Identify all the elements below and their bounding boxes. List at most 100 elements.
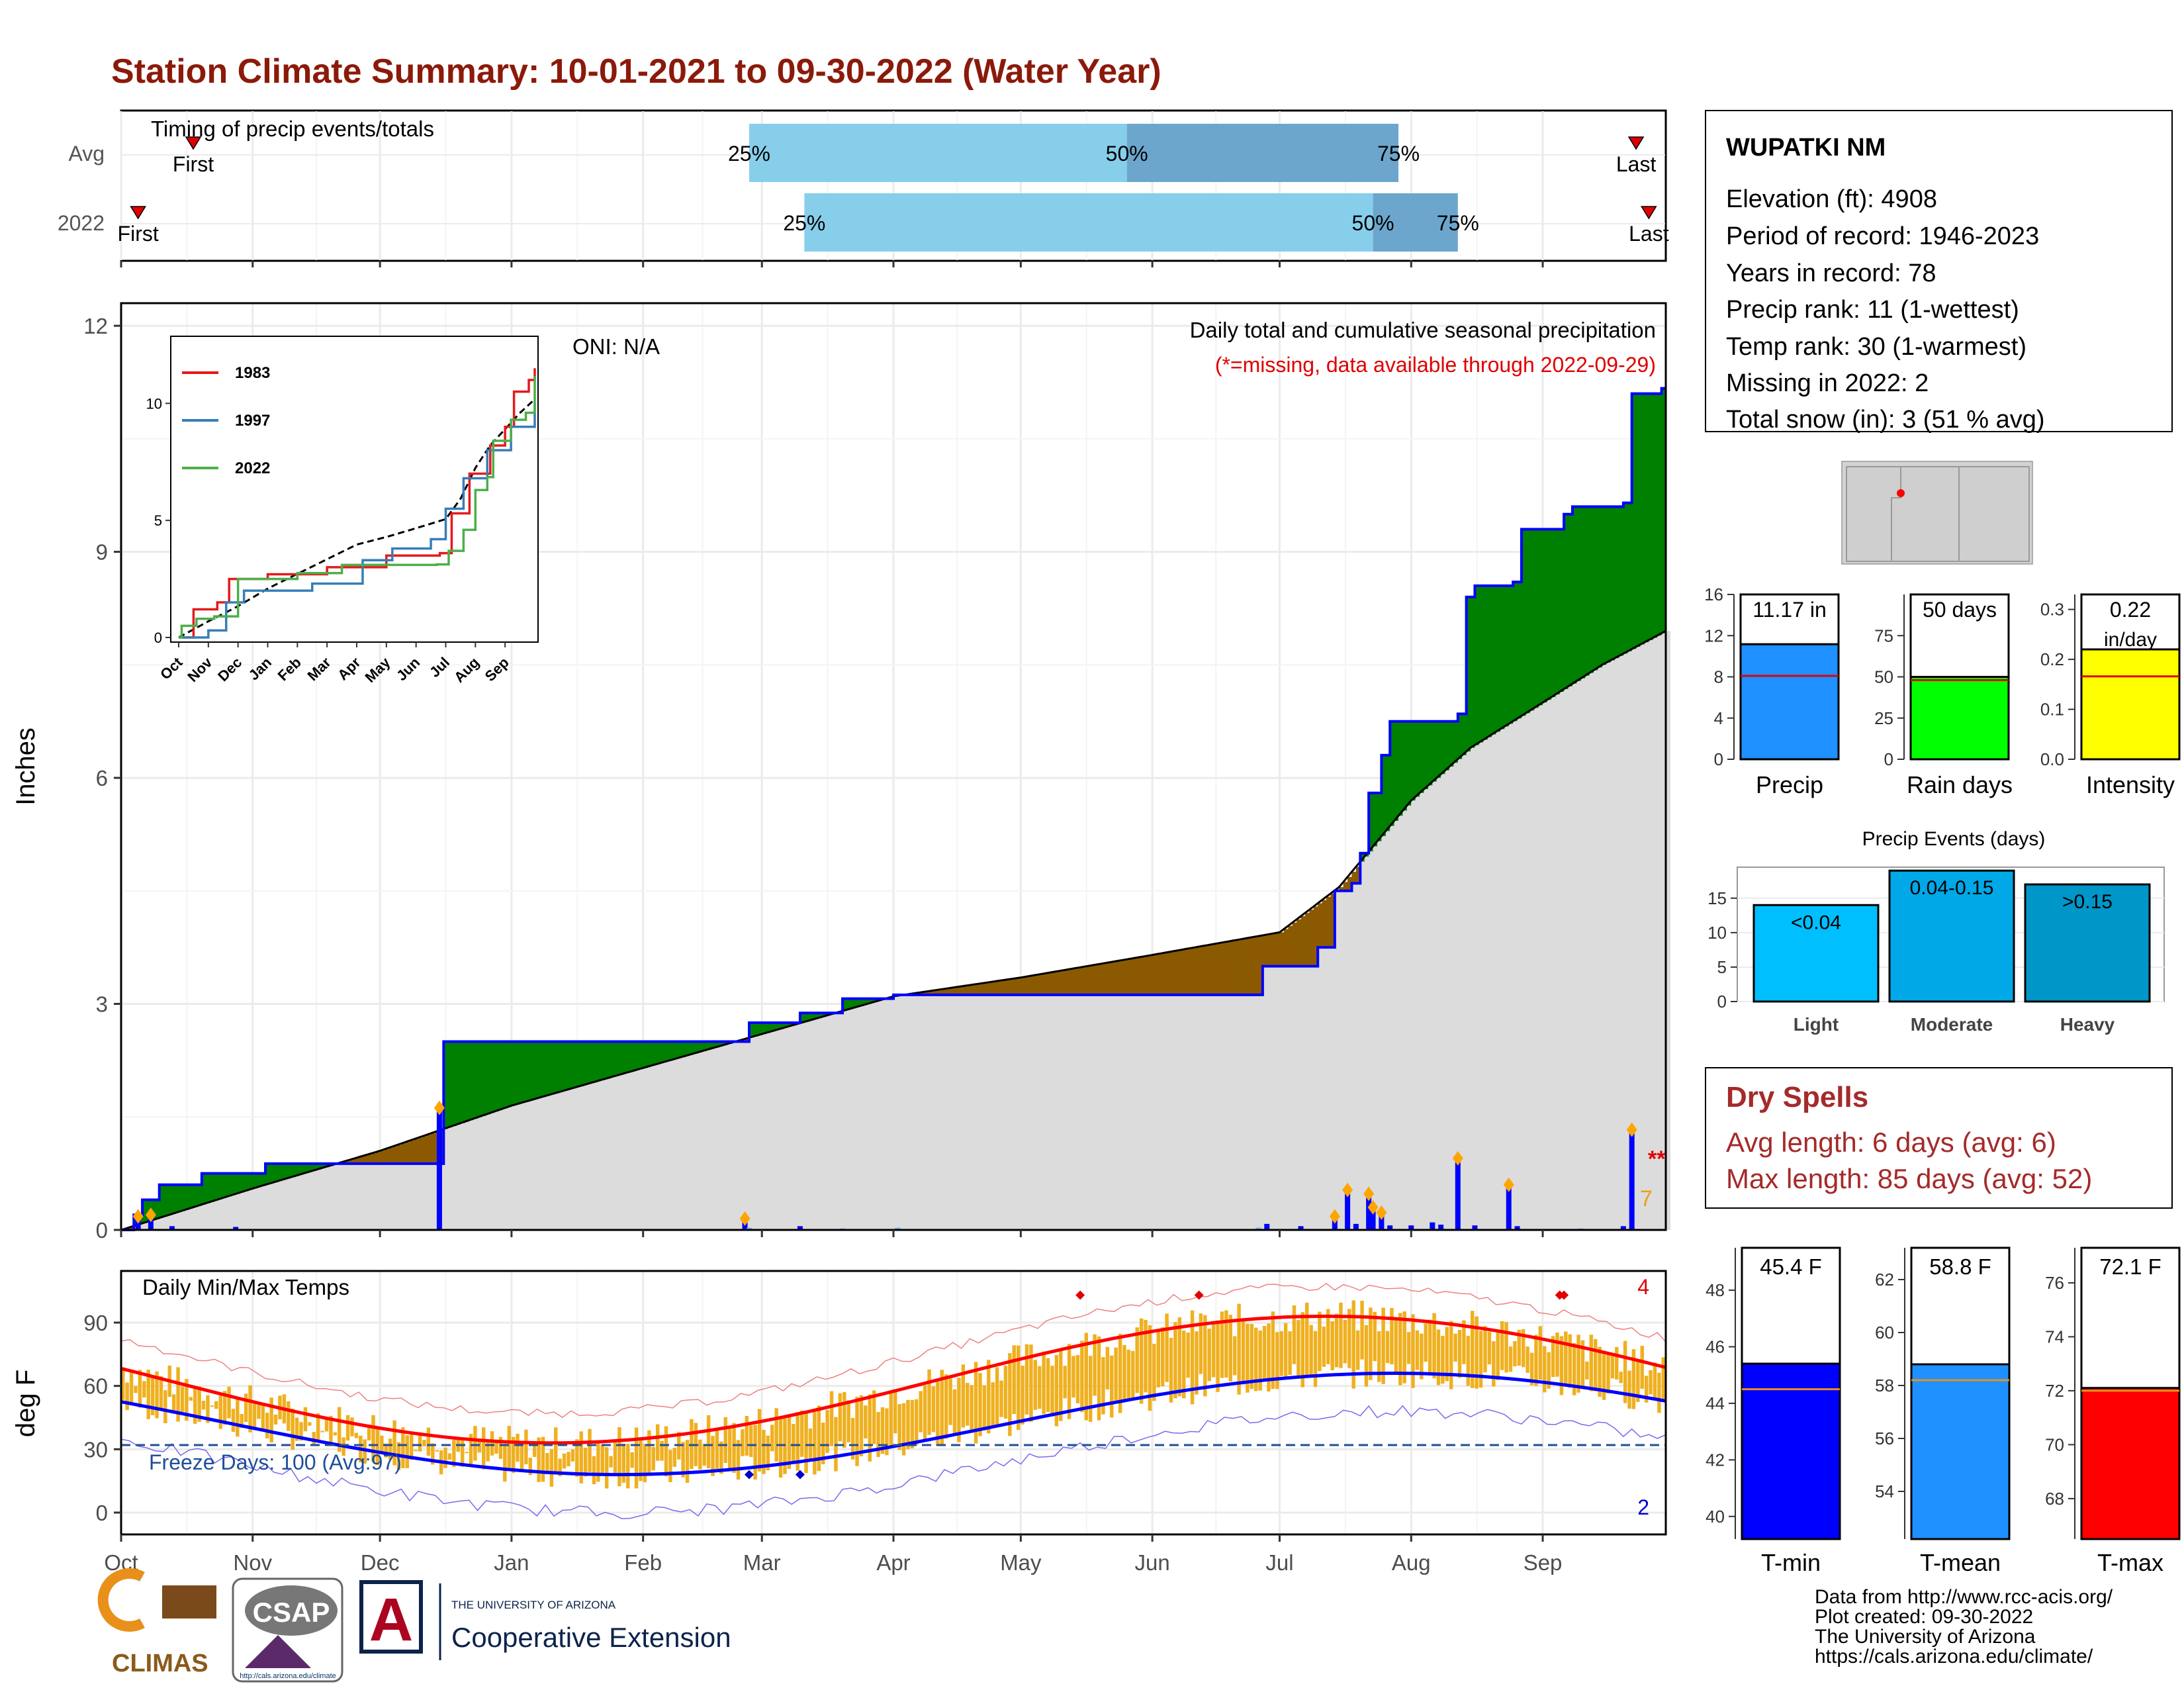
daily-temp-bar bbox=[1355, 1330, 1360, 1370]
precip-avg-area bbox=[261, 1186, 266, 1230]
daily-temp-bar bbox=[308, 1422, 312, 1426]
daily-temp-bar bbox=[592, 1456, 596, 1485]
precip-surplus-area bbox=[660, 1041, 665, 1063]
mini-bar-frame bbox=[1909, 593, 2010, 678]
daily-temp-bar bbox=[422, 1440, 426, 1447]
events-bar-label: Light bbox=[1794, 1014, 1839, 1035]
precip-avg-area bbox=[639, 1069, 644, 1230]
daily-temp-bar bbox=[520, 1442, 524, 1472]
precip-avg-area bbox=[1097, 994, 1102, 1230]
precip-avg-area bbox=[392, 1163, 398, 1230]
precip-avg-area bbox=[1216, 994, 1221, 1230]
daily-temp-bar bbox=[1246, 1323, 1250, 1393]
precip-avg-area bbox=[1160, 994, 1165, 1230]
daily-temp-bar bbox=[685, 1440, 690, 1483]
daily-temp-bar bbox=[490, 1431, 494, 1456]
precip-surplus-area bbox=[702, 1041, 707, 1051]
precip-deficit-area bbox=[1186, 949, 1191, 995]
precip-avg-area bbox=[859, 1006, 864, 1230]
daily-temp-bar bbox=[868, 1394, 872, 1462]
precip-avg-area bbox=[736, 1041, 741, 1230]
precip-deficit-area bbox=[1021, 977, 1026, 995]
climas-logo-mark bbox=[97, 1568, 145, 1632]
precip-deficit-area bbox=[367, 1154, 372, 1164]
precip-surplus-area bbox=[1432, 721, 1437, 782]
precip-surplus-area bbox=[626, 1041, 631, 1073]
precip-avg-area bbox=[774, 1030, 780, 1230]
climas-logo-text: CLIMAS bbox=[112, 1650, 208, 1677]
precip-avg-area bbox=[1241, 994, 1246, 1230]
daily-temp-bar bbox=[1038, 1366, 1042, 1409]
temp-bar-tick-label: 54 bbox=[1875, 1481, 1894, 1501]
precip-avg-area bbox=[1173, 994, 1179, 1230]
daily-temp-bar bbox=[1334, 1313, 1339, 1368]
precip-deficit-area bbox=[1084, 966, 1089, 995]
daily-temp-bar bbox=[206, 1395, 210, 1423]
precip-avg-area bbox=[570, 1088, 576, 1230]
precip-avg-area bbox=[312, 1170, 317, 1230]
daily-precip-marker bbox=[1367, 1199, 1379, 1215]
precip-avg-area bbox=[745, 1041, 750, 1230]
daily-temp-bar bbox=[727, 1426, 732, 1470]
precip-avg-area bbox=[647, 1066, 653, 1230]
daily-temp-bar bbox=[261, 1405, 265, 1432]
daily-temp-bar bbox=[1088, 1356, 1093, 1422]
precip-deficit-area bbox=[1046, 973, 1051, 995]
daily-temp-bar bbox=[210, 1405, 214, 1407]
precip-avg-area bbox=[482, 1115, 487, 1230]
precip-surplus-area bbox=[524, 1041, 529, 1102]
precip-surplus-area bbox=[1436, 721, 1441, 778]
daily-temp-bar bbox=[1640, 1346, 1644, 1389]
precip-deficit-area bbox=[354, 1158, 359, 1164]
precip-y-tick-label: 3 bbox=[96, 992, 108, 1017]
precip-avg-area bbox=[295, 1176, 300, 1230]
daily-temp-bar bbox=[1152, 1344, 1156, 1401]
daily-temp-bar bbox=[842, 1391, 846, 1448]
precip-surplus-area bbox=[715, 1041, 720, 1048]
timing-row-2022: 2022 bbox=[58, 211, 105, 235]
precip-avg-area bbox=[532, 1100, 537, 1230]
daily-temp-bar bbox=[392, 1420, 396, 1466]
precip-deficit-area bbox=[1195, 947, 1200, 995]
mini-bar-tick-label: 0.2 bbox=[2040, 649, 2064, 669]
daily-temp-bar bbox=[1420, 1333, 1424, 1380]
precip-deficit-area bbox=[936, 990, 941, 995]
precip-avg-area bbox=[864, 1005, 869, 1230]
daily-temp-bar bbox=[1262, 1326, 1267, 1381]
daily-temp-bar bbox=[715, 1427, 719, 1469]
daily-temp-bar bbox=[1449, 1321, 1453, 1389]
precip-surplus-area bbox=[604, 1041, 610, 1079]
precip-avg-area bbox=[1186, 994, 1191, 1230]
events-bar-label: Moderate bbox=[1911, 1014, 1993, 1035]
precip-deficit-area bbox=[961, 986, 966, 995]
precip-avg-area bbox=[1623, 653, 1628, 1230]
precip-avg-area bbox=[171, 1213, 177, 1230]
precip-avg-area bbox=[447, 1127, 453, 1230]
precip-surplus-area bbox=[1394, 721, 1399, 821]
precip-surplus-area bbox=[757, 1022, 762, 1035]
precip-deficit-area bbox=[371, 1153, 377, 1164]
precip-surplus-area bbox=[1466, 596, 1471, 752]
precip-deficit-area bbox=[974, 984, 979, 995]
precip-avg-area bbox=[248, 1190, 253, 1230]
precip-surplus-area bbox=[1572, 506, 1577, 684]
precip-surplus-area bbox=[668, 1041, 674, 1061]
precip-avg-area bbox=[316, 1169, 321, 1230]
daily-precip-bar bbox=[1353, 1223, 1359, 1230]
daily-temp-bar bbox=[354, 1432, 359, 1438]
precip-surplus-area bbox=[1471, 596, 1476, 748]
daily-temp-bar bbox=[431, 1443, 435, 1465]
events-bar-moderate bbox=[1888, 869, 2015, 1003]
precip-avg-area bbox=[1636, 647, 1641, 1230]
daily-temp-bar bbox=[910, 1399, 915, 1448]
precip-surplus-area bbox=[868, 998, 873, 1004]
precip-surplus-area bbox=[1543, 529, 1548, 703]
daily-temp-bar bbox=[1313, 1331, 1318, 1387]
precip-avg-area bbox=[668, 1060, 674, 1230]
precip-surplus-area bbox=[257, 1173, 262, 1188]
month-axis: Oct Nov Dec Jan Feb Mar Apr May Jun Jul Aug Sep bbox=[104, 1534, 1562, 1575]
daily-temp-bar bbox=[1288, 1331, 1292, 1375]
daily-temp-bar bbox=[410, 1433, 414, 1460]
precip-deficit-area bbox=[384, 1149, 389, 1164]
mini-bar-value-unit: in/day bbox=[2104, 629, 2157, 651]
